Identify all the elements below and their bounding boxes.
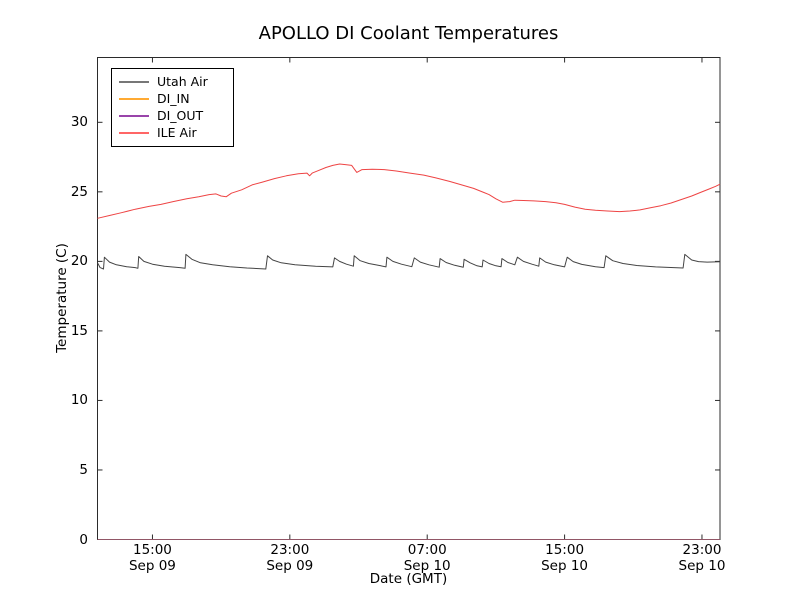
x-tick-time: 23:00 [682, 542, 722, 558]
legend: Utah Air DI_IN DI_OUT ILE Air [111, 68, 234, 147]
legend-line-sample [119, 114, 149, 117]
x-tick-time: 15:00 [132, 542, 172, 558]
y-tick-label: 0 [79, 531, 88, 548]
x-tick-label: 23:00 Sep 09 [242, 542, 338, 574]
x-tick-label: 07:00 Sep 10 [379, 542, 475, 574]
x-tick-date: Sep 09 [128, 557, 176, 574]
legend-label: DI_IN [157, 91, 190, 106]
legend-line-sample [119, 80, 149, 83]
x-tick-label: 15:00 Sep 09 [104, 542, 200, 574]
x-tick-label: 23:00 Sep 10 [654, 542, 750, 574]
x-tick-time: 15:00 [545, 542, 585, 558]
legend-item: DI_OUT [119, 107, 229, 124]
series-line-utah-air [97, 253, 721, 270]
x-tick-date: Sep 09 [266, 557, 314, 574]
legend-item: DI_IN [119, 90, 229, 107]
y-tick-label: 5 [79, 461, 88, 478]
x-tick-date: Sep 10 [678, 557, 726, 574]
legend-line-sample [119, 97, 149, 100]
x-tick-time: 07:00 [407, 542, 447, 558]
x-tick-label: 15:00 Sep 10 [517, 542, 613, 574]
legend-label: Utah Air [157, 74, 208, 89]
legend-line-sample [119, 131, 149, 134]
axes-frame [97, 57, 721, 540]
legend-item: ILE Air [119, 124, 229, 141]
y-tick-label: 30 [70, 114, 88, 131]
legend-item: Utah Air [119, 73, 229, 90]
x-axis-label: Date (GMT) [369, 571, 448, 587]
chart-title: APOLLO DI Coolant Temperatures [258, 23, 559, 44]
y-tick-label: 25 [70, 183, 88, 200]
y-tick-label: 15 [70, 322, 88, 339]
x-tick-date: Sep 10 [541, 557, 589, 574]
y-axis-label: Temperature (C) [54, 243, 70, 353]
x-tick-time: 23:00 [270, 542, 310, 558]
y-tick-label: 10 [70, 392, 88, 409]
x-tick-date: Sep 10 [403, 557, 451, 574]
y-tick-label: 20 [70, 253, 88, 270]
legend-label: DI_OUT [157, 108, 204, 123]
legend-label: ILE Air [157, 125, 197, 140]
series-line-ile-air [97, 163, 721, 219]
